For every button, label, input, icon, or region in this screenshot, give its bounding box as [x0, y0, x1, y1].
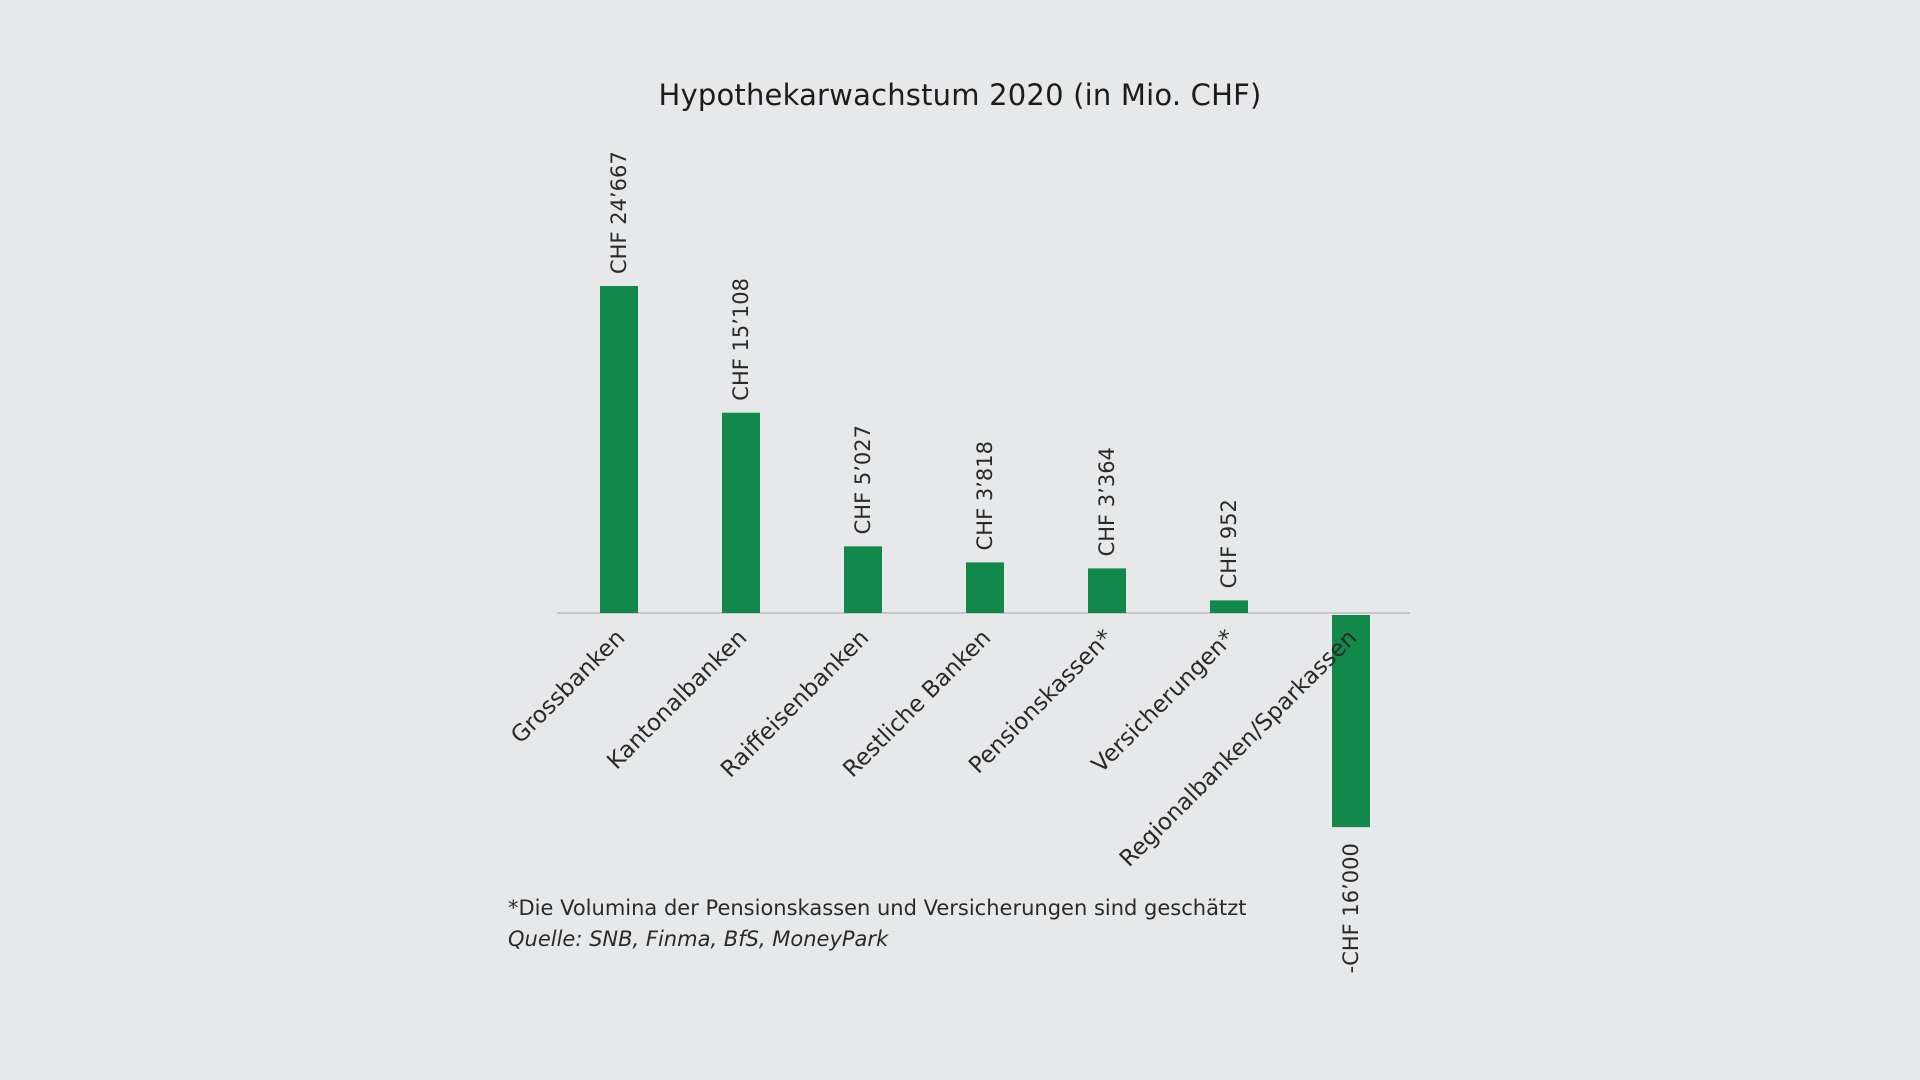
value-label-2: CHF 5’027: [851, 425, 875, 534]
bar-6: [1332, 615, 1370, 828]
bar-3: [966, 562, 1004, 613]
category-label-0: Grossbanken: [506, 625, 630, 749]
value-label-0: CHF 24’667: [607, 151, 631, 274]
bar-5: [1210, 600, 1248, 613]
footnote: *Die Volumina der Pensionskassen und Ver…: [508, 896, 1247, 920]
bar-4: [1088, 568, 1126, 613]
value-label-3: CHF 3’818: [973, 441, 997, 550]
bar-2: [844, 546, 882, 613]
value-label-6: -CHF 16’000: [1339, 843, 1363, 973]
value-label-1: CHF 15’108: [729, 278, 753, 401]
bar-1: [722, 412, 760, 613]
bar-0: [600, 286, 638, 613]
value-label-4: CHF 3’364: [1095, 447, 1119, 556]
category-label-6: Regionalbanken/Sparkassen: [1115, 625, 1362, 872]
chart-title: Hypothekarwachstum 2020 (in Mio. CHF): [658, 78, 1262, 112]
source-note: Quelle: SNB, Finma, BfS, MoneyPark: [508, 927, 889, 951]
value-label-5: CHF 952: [1217, 499, 1241, 588]
